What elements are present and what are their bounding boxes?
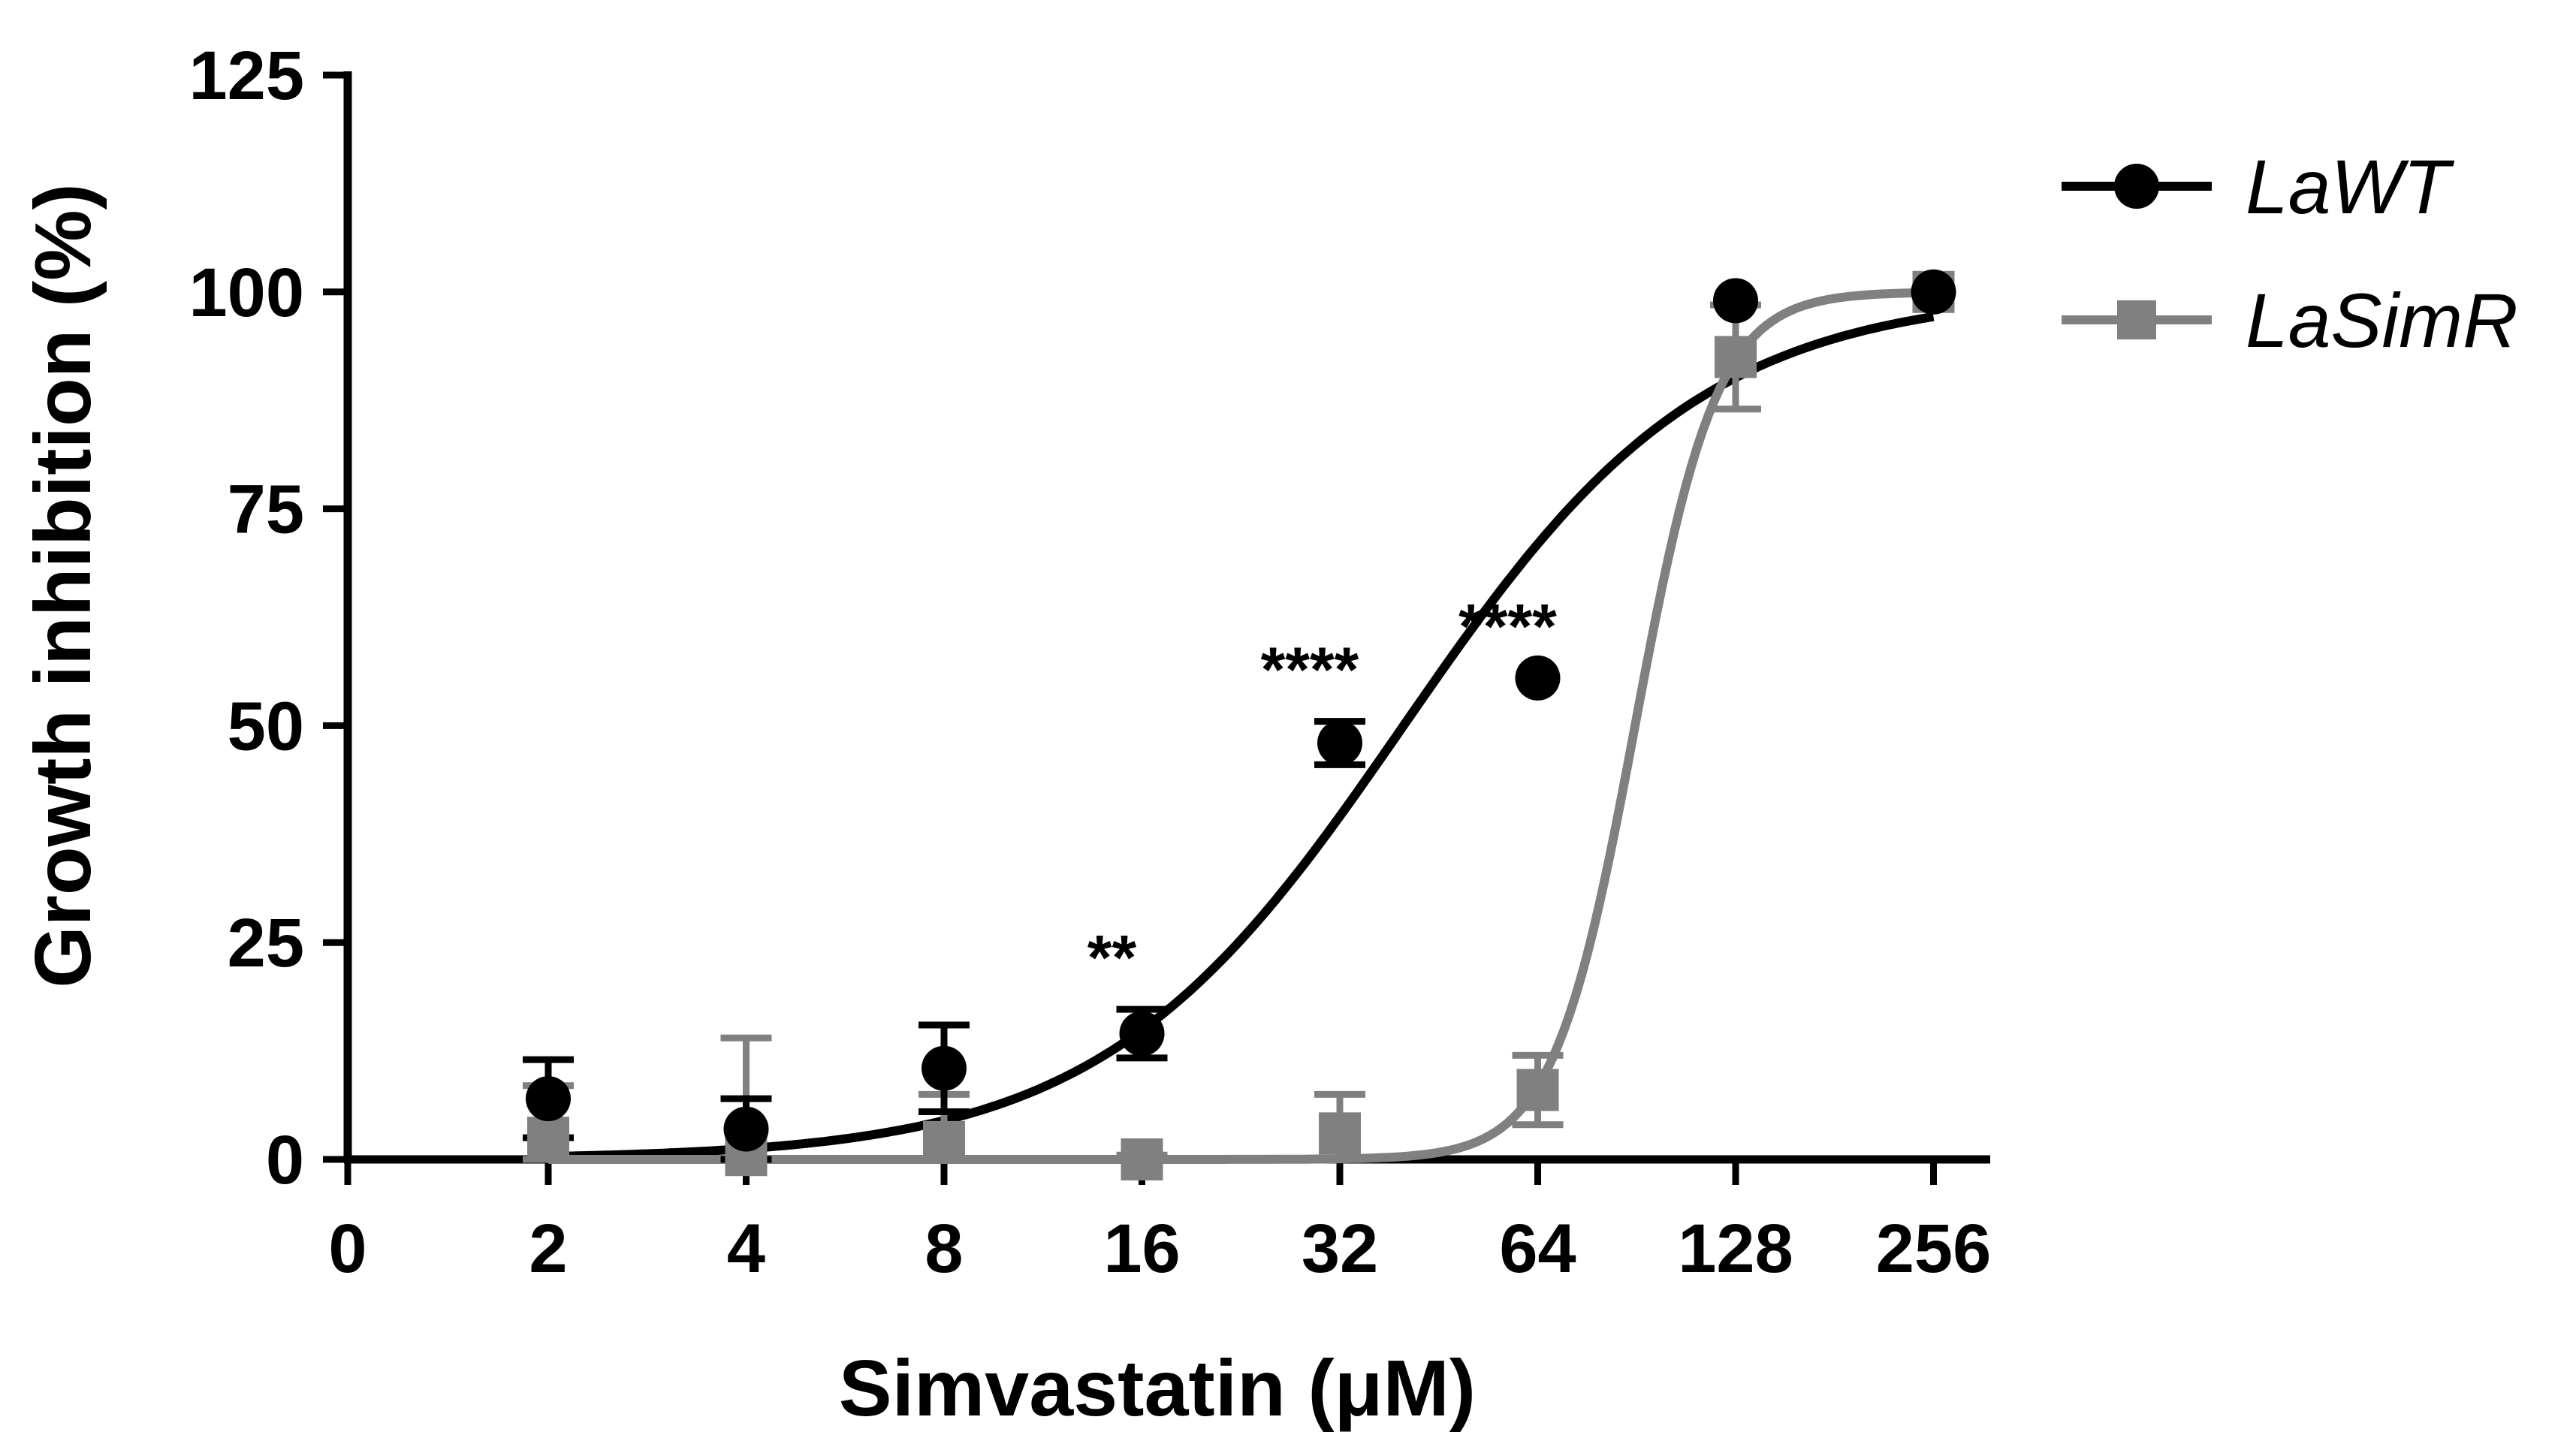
fit-curve-LaWT: [547, 312, 1935, 1162]
data-point-LaSimR: [527, 1117, 569, 1159]
data-point-LaSimR: [923, 1120, 965, 1163]
y-axis-title: Growth inhibition (%): [19, 183, 107, 988]
y-tick-label: 25: [228, 905, 304, 981]
x-tick-label: 64: [1499, 1210, 1576, 1287]
data-point-LaWT: [526, 1076, 571, 1122]
y-tick-label: 75: [228, 472, 304, 548]
x-tick-label: 128: [1678, 1210, 1793, 1287]
legend: LaWT LaSimR: [2062, 144, 2518, 363]
x-tick-label: 4: [727, 1210, 765, 1287]
y-tick-label: 100: [189, 255, 305, 331]
significance-label: ****: [1458, 591, 1557, 662]
y-tick-label: 50: [228, 688, 304, 764]
significance-label: ****: [1261, 635, 1359, 705]
data-point-LaSimR: [1121, 1138, 1163, 1180]
data-point-LaWT: [1515, 655, 1561, 701]
data-point-LaSimR: [1516, 1069, 1559, 1111]
x-tick-label: 8: [925, 1210, 963, 1287]
x-tick-label: 256: [1876, 1210, 1992, 1287]
axes: 0 25 50 75 100 125 0 2 4 8 16 32 64 128 256: [189, 38, 1992, 1287]
data-point-LaWT: [1317, 720, 1362, 766]
legend-label-LaWT: LaWT: [2246, 144, 2455, 230]
data-point-LaWT: [1713, 278, 1758, 324]
data-point-LaWT: [1119, 1011, 1165, 1057]
data-point-LaWT: [922, 1045, 967, 1091]
fit-curve-LaSimR: [548, 288, 1934, 1164]
significance-label: **: [1087, 922, 1137, 993]
data-point-LaWT: [723, 1106, 769, 1152]
x-tick-label: 0: [328, 1210, 366, 1287]
legend-marker-LaSimR: [2117, 300, 2156, 339]
y-tick-label: 0: [266, 1122, 304, 1198]
data-point-LaSimR: [1715, 336, 1757, 378]
data-point-LaWT: [1911, 269, 1956, 315]
data-point-LaSimR: [1319, 1112, 1361, 1155]
legend-marker-LaWT: [2114, 164, 2159, 209]
data-markers: [526, 269, 1956, 1180]
fit-curves: [547, 288, 1935, 1164]
x-tick-label: 2: [529, 1210, 567, 1287]
x-tick-label: 16: [1103, 1210, 1180, 1287]
x-axis-title: Simvastatin (μM): [839, 1344, 1476, 1433]
y-tick-label: 125: [189, 38, 305, 114]
x-tick-label: 32: [1302, 1210, 1378, 1287]
legend-label-LaSimR: LaSimR: [2246, 278, 2518, 363]
significance-annotations: **********: [1087, 591, 1557, 993]
